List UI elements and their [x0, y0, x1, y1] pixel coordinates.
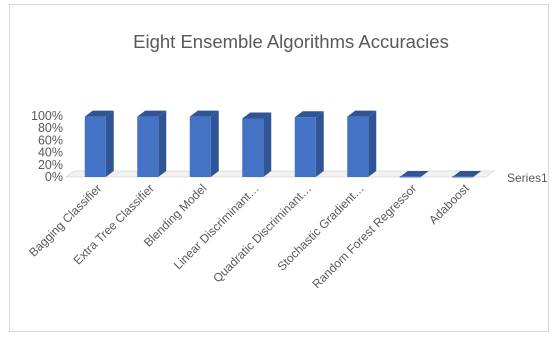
chart-floor [64, 170, 496, 178]
bar [242, 112, 272, 177]
x-tick-label: Adaboost [426, 181, 472, 227]
bar [399, 171, 429, 178]
y-tick-label: 20% [38, 158, 63, 172]
bar-series [84, 110, 482, 178]
bar [84, 110, 114, 177]
y-tick-label: 60% [38, 133, 63, 147]
bar [452, 171, 482, 178]
floor-plane [64, 170, 496, 178]
y-tick-label: 40% [38, 146, 63, 160]
x-tick-label: Quadratic Discriminant… [210, 181, 314, 285]
chart-title: Eight Ensemble Algorithms Accuracies [133, 31, 449, 52]
y-axis-ticks: 0%20%40%60%80%100% [31, 109, 63, 184]
x-tick-label: Random Forest Regressor [309, 181, 419, 291]
x-tick-label: Stochastic Gradient… [274, 181, 366, 273]
bar [189, 110, 219, 177]
series-label: Series1 [507, 171, 548, 185]
y-tick-label: 80% [38, 121, 63, 135]
y-tick-label: 0% [45, 170, 63, 184]
bar [137, 110, 167, 177]
bar [347, 110, 377, 177]
bar [294, 111, 324, 177]
y-tick-label: 100% [31, 109, 63, 123]
